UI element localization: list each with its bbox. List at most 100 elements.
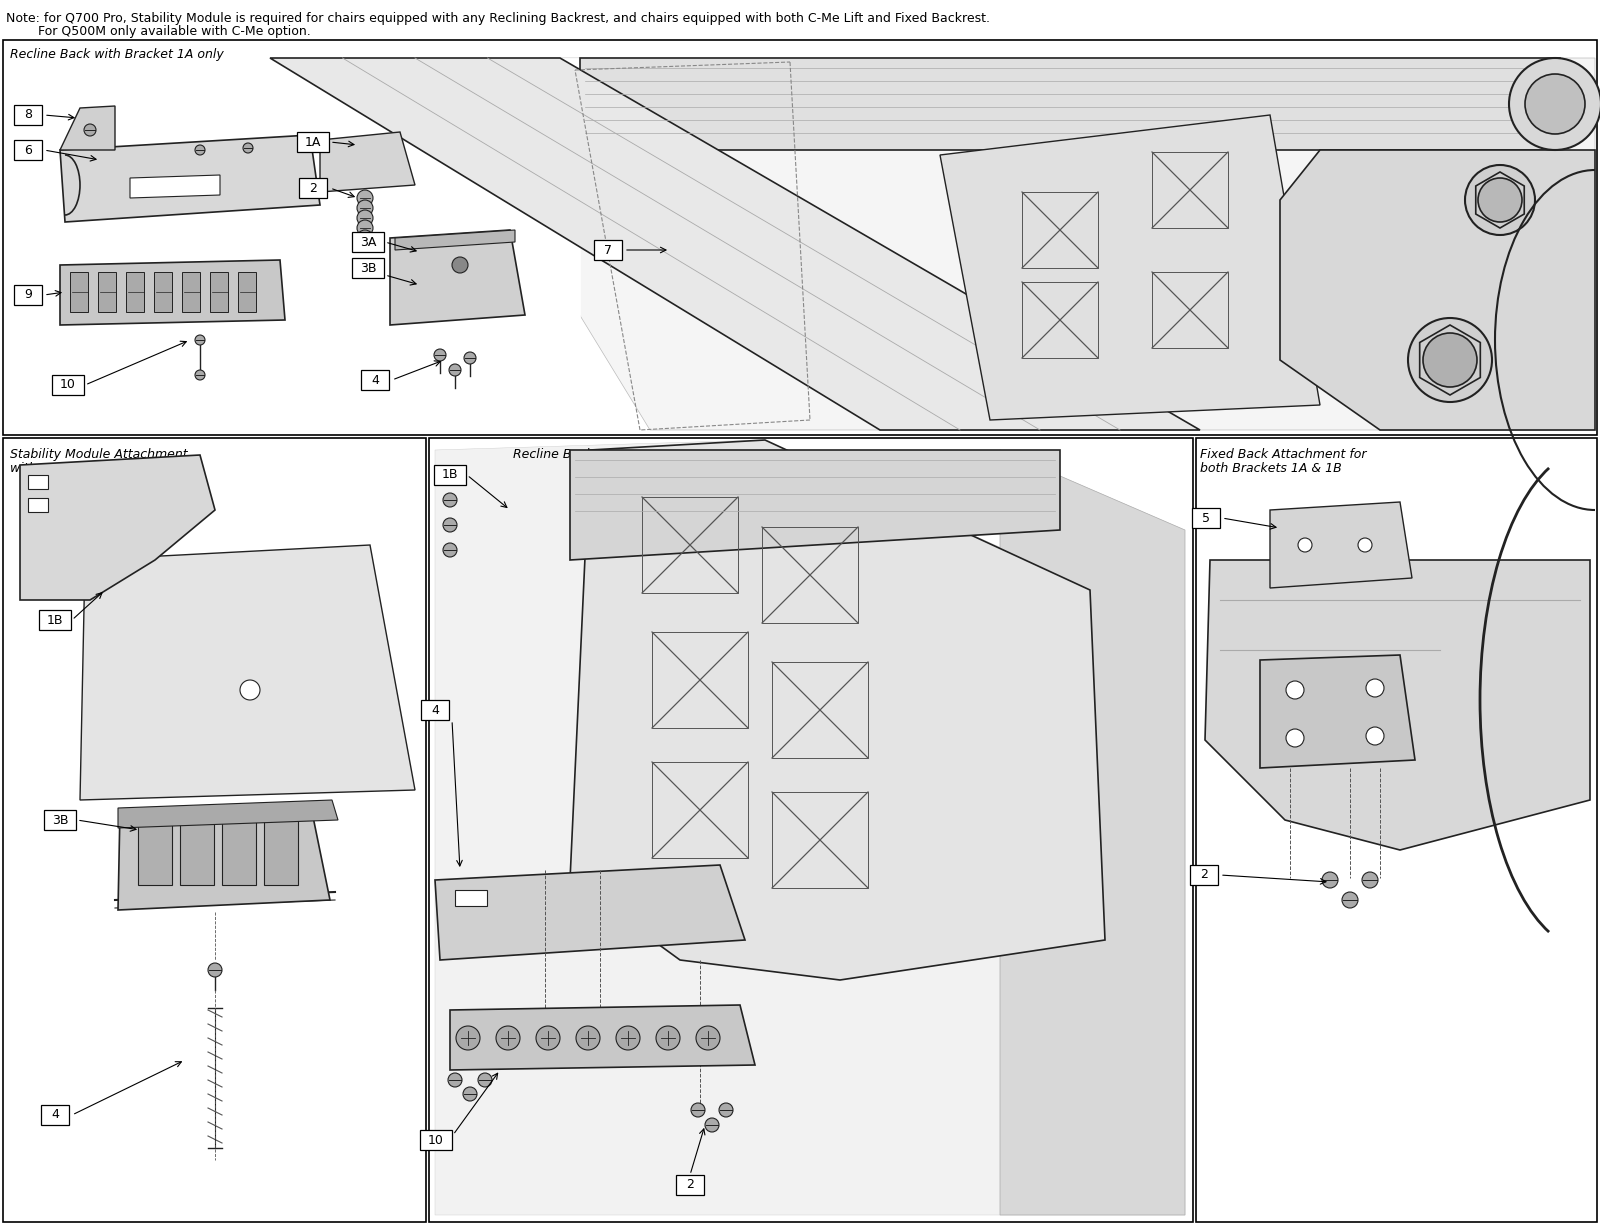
Bar <box>264 820 298 884</box>
Circle shape <box>656 1027 680 1050</box>
Circle shape <box>1478 178 1522 222</box>
Text: 7: 7 <box>605 244 611 256</box>
Bar <box>29 499 48 512</box>
Bar <box>1022 192 1098 268</box>
Polygon shape <box>390 230 525 325</box>
Text: 4: 4 <box>430 703 438 717</box>
Bar <box>642 497 738 593</box>
Text: 2: 2 <box>309 181 317 195</box>
Bar <box>14 285 42 305</box>
Circle shape <box>1358 538 1373 552</box>
Circle shape <box>450 364 461 376</box>
Circle shape <box>195 145 205 156</box>
Circle shape <box>696 1027 720 1050</box>
Circle shape <box>83 124 96 136</box>
Text: 1B: 1B <box>442 468 458 481</box>
Bar <box>51 375 83 394</box>
Bar <box>98 272 115 312</box>
Bar <box>14 140 42 160</box>
Polygon shape <box>61 135 320 222</box>
Polygon shape <box>1270 502 1413 588</box>
Circle shape <box>357 200 373 216</box>
Bar <box>222 820 256 884</box>
Text: For Q500M only available with C-Me option.: For Q500M only available with C-Me optio… <box>6 24 310 38</box>
Bar <box>762 527 858 624</box>
Bar <box>299 178 326 198</box>
Bar <box>138 820 173 884</box>
Bar <box>419 1129 453 1150</box>
Circle shape <box>1298 538 1312 552</box>
Text: 10: 10 <box>61 379 75 392</box>
Bar <box>352 258 384 278</box>
Polygon shape <box>61 107 115 149</box>
Polygon shape <box>541 58 1595 430</box>
Polygon shape <box>270 58 1200 430</box>
Circle shape <box>462 1087 477 1101</box>
Bar <box>771 662 867 758</box>
Circle shape <box>464 352 477 364</box>
Bar <box>675 1175 704 1196</box>
Text: 4: 4 <box>371 374 379 387</box>
Bar <box>1022 282 1098 358</box>
Circle shape <box>1525 74 1586 134</box>
Circle shape <box>195 334 205 345</box>
Circle shape <box>1286 729 1304 747</box>
Circle shape <box>1322 872 1338 888</box>
Bar <box>126 272 144 312</box>
Bar <box>434 466 466 485</box>
Circle shape <box>706 1118 718 1132</box>
Polygon shape <box>570 450 1059 560</box>
Text: 3A: 3A <box>360 235 376 249</box>
Bar <box>14 105 42 125</box>
Text: 2: 2 <box>686 1178 694 1192</box>
Polygon shape <box>579 58 1560 149</box>
Text: 1A: 1A <box>306 136 322 148</box>
Text: 8: 8 <box>24 109 32 121</box>
Bar <box>29 475 48 489</box>
Circle shape <box>1509 58 1600 149</box>
Bar <box>362 370 389 390</box>
Circle shape <box>443 492 458 507</box>
Text: 10: 10 <box>429 1133 443 1147</box>
Text: 9: 9 <box>24 289 32 301</box>
Text: 3B: 3B <box>51 813 69 827</box>
Text: 4: 4 <box>51 1109 59 1122</box>
Bar <box>3 40 1597 435</box>
Bar <box>1197 439 1597 1223</box>
Text: with Bracket 1B only: with Bracket 1B only <box>10 462 139 475</box>
Circle shape <box>1366 726 1384 745</box>
Bar <box>3 439 426 1223</box>
Circle shape <box>576 1027 600 1050</box>
Circle shape <box>1466 165 1534 235</box>
Bar <box>182 272 200 312</box>
Polygon shape <box>118 802 330 910</box>
Bar <box>653 762 749 858</box>
Circle shape <box>357 230 373 246</box>
Polygon shape <box>80 545 414 800</box>
Polygon shape <box>435 865 746 960</box>
Text: Recline Back with Bracket 1B only: Recline Back with Bracket 1B only <box>514 448 726 461</box>
Circle shape <box>1366 679 1384 697</box>
Circle shape <box>1286 681 1304 699</box>
Text: Stability Module Attachment: Stability Module Attachment <box>10 448 187 461</box>
Polygon shape <box>1000 450 1186 1215</box>
Circle shape <box>718 1102 733 1117</box>
Circle shape <box>443 518 458 532</box>
Bar <box>594 240 622 260</box>
Circle shape <box>434 349 446 361</box>
Polygon shape <box>395 230 515 250</box>
Bar <box>421 699 450 720</box>
Polygon shape <box>61 260 285 325</box>
Bar <box>352 232 384 252</box>
Polygon shape <box>1205 560 1590 850</box>
Circle shape <box>691 1102 706 1117</box>
Text: Fixed Back Attachment for: Fixed Back Attachment for <box>1200 448 1366 461</box>
Circle shape <box>243 143 253 153</box>
Circle shape <box>195 370 205 380</box>
Polygon shape <box>130 175 221 198</box>
Circle shape <box>208 963 222 978</box>
Polygon shape <box>270 58 579 430</box>
Polygon shape <box>118 800 338 828</box>
Circle shape <box>453 257 467 273</box>
Bar <box>771 793 867 888</box>
